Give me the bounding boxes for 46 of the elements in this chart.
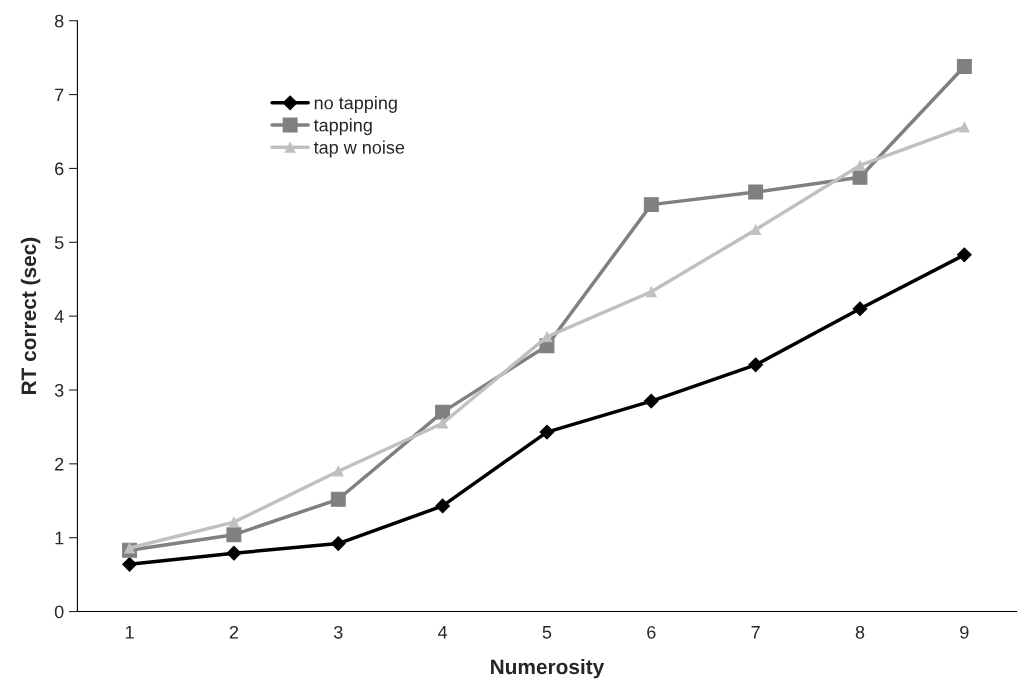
point [122,556,137,572]
x-tick-label: 4 [438,626,448,639]
legend-label: no tapping [314,96,397,113]
y-tick-label: 4 [54,310,64,323]
point [228,516,240,528]
point [956,59,972,74]
point [332,465,344,477]
point [854,160,866,171]
y-tick-label: 1 [55,531,64,545]
y-tick-label: 8 [54,14,64,28]
x-axis-title: Numerosity [491,658,605,679]
point [748,184,764,200]
y-tick-label: 6 [55,162,64,176]
point [437,417,448,429]
point [539,424,555,440]
y-tick-label: 5 [54,236,64,249]
point [435,404,451,420]
y-tick-label: 7 [55,88,64,102]
point [958,121,970,133]
y-tick-label: 2 [55,457,64,471]
legend-label: tapping [313,118,372,136]
y-tick-label: 0 [54,605,64,619]
x-tick-label: 1 [125,626,134,639]
point [330,491,346,507]
point [748,357,764,373]
x-tick-label: 5 [542,626,552,639]
point [226,545,242,561]
x-tick-label: 7 [751,626,760,639]
x-tick-label: 9 [960,625,969,639]
point [643,197,659,213]
point [956,247,972,263]
x-tick-label: 2 [229,625,239,639]
point [226,527,242,543]
point [852,301,868,317]
point [330,536,346,551]
x-tick-label: 3 [333,625,343,639]
y-tick-label: 3 [54,383,64,397]
point [645,286,657,298]
point [435,498,451,514]
x-tick-label: 6 [647,625,656,639]
point [750,224,762,236]
point [124,542,135,554]
y-axis-title: RT correct (sec) [20,237,41,395]
legend-label: tap w noise [313,140,405,158]
x-tick-label: 8 [855,625,865,639]
point [643,393,659,409]
